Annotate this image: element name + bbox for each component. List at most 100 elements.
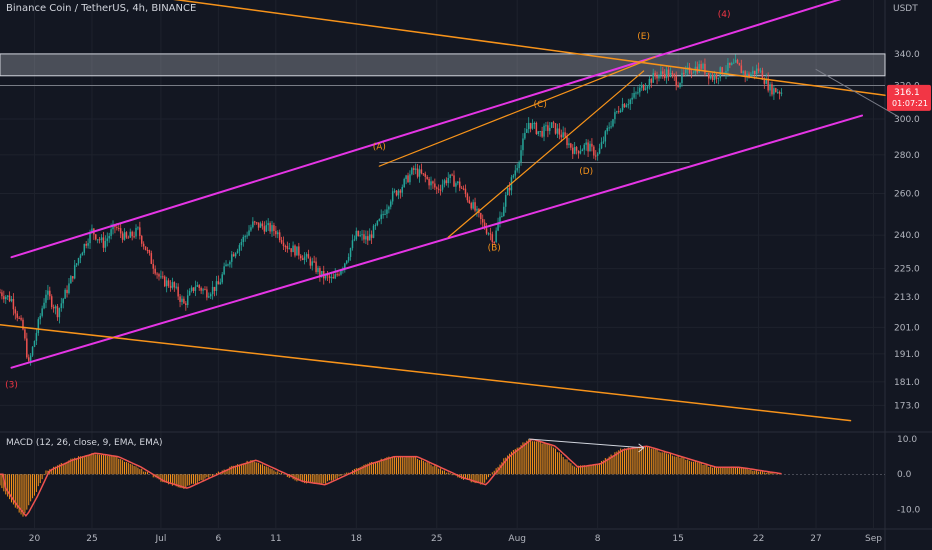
candle-body: [522, 138, 524, 151]
candle-body: [715, 74, 718, 79]
candle-body: [79, 255, 82, 259]
candle-body: [780, 92, 783, 94]
candle-body: [495, 230, 497, 243]
candle-body: [713, 74, 716, 81]
candle-body: [83, 244, 86, 253]
candle-body: [612, 119, 614, 127]
candle-body: [673, 74, 676, 77]
candle-body: [642, 84, 645, 90]
candle-body: [70, 276, 72, 284]
macd-tick-label: 0.0: [897, 470, 912, 480]
candle-body: [541, 131, 543, 137]
candle-body: [750, 73, 752, 77]
candle-body: [8, 295, 11, 302]
trendline-orange-a-e: [378, 56, 656, 167]
candle-body: [169, 285, 172, 288]
candle-body: [367, 236, 369, 241]
wave-label: (3): [5, 381, 18, 391]
candle-body: [767, 78, 769, 91]
candle-body: [432, 181, 434, 184]
candle-body: [271, 225, 273, 232]
candle-body: [378, 219, 381, 221]
candle-body: [466, 194, 469, 201]
candle-body: [704, 63, 706, 74]
candle-body: [424, 173, 427, 177]
candle-body: [585, 142, 587, 145]
candle-body: [27, 357, 30, 361]
candle-body: [127, 237, 130, 239]
candle-body: [340, 270, 342, 275]
candle-body: [349, 248, 352, 257]
candle-body: [581, 149, 584, 152]
candle-body: [186, 295, 189, 306]
candle-body: [154, 268, 156, 274]
candle-body: [462, 188, 465, 190]
candle-body: [437, 188, 440, 190]
candle-body: [112, 224, 114, 230]
time-tick-label: 11: [270, 534, 281, 544]
wave-label: (E): [637, 32, 650, 42]
candle-body: [229, 261, 231, 265]
candles: [0, 54, 783, 366]
candle-body: [487, 233, 490, 235]
last-price-badge: [887, 84, 931, 111]
candle-body: [209, 294, 212, 297]
candle-body: [160, 276, 162, 278]
candle-body: [363, 234, 365, 240]
candle-body: [403, 179, 405, 188]
candle-body: [748, 73, 750, 77]
trendline-orange-bottom-descending: [0, 324, 852, 422]
candle-body: [129, 231, 132, 238]
candle-body: [627, 104, 630, 106]
candle-body: [439, 189, 442, 191]
candle-body: [116, 227, 118, 229]
candle-body: [667, 69, 670, 77]
candle-body: [524, 132, 526, 139]
candle-body: [491, 234, 494, 243]
candle-body: [721, 67, 723, 75]
candle-body: [22, 319, 24, 330]
candle-body: [388, 206, 390, 210]
candle-body: [104, 240, 107, 248]
candle-body: [594, 155, 597, 157]
candle-body: [265, 225, 268, 232]
candle-body: [298, 246, 300, 256]
candle-body: [330, 276, 333, 279]
candle-body: [278, 232, 281, 241]
candle-body: [702, 63, 704, 69]
candle-body: [731, 63, 733, 66]
candle-body: [73, 265, 76, 279]
candle-body: [771, 84, 773, 95]
candle-body: [483, 222, 486, 229]
candle-body: [746, 73, 748, 77]
candle-body: [631, 97, 633, 100]
candle-body: [12, 298, 15, 310]
candle-body: [639, 87, 641, 93]
candle-body: [194, 286, 197, 291]
candle-body: [570, 143, 572, 148]
candle-body: [573, 146, 576, 154]
candle-body: [299, 255, 302, 259]
candle-body: [562, 132, 564, 138]
candle-body: [252, 221, 254, 228]
candle-body: [96, 239, 99, 241]
candle-body: [16, 313, 18, 318]
candle-body: [75, 263, 78, 266]
candle-body: [602, 141, 605, 143]
candle-body: [552, 122, 555, 124]
candle-body: [617, 111, 620, 113]
candle-body: [577, 150, 580, 154]
candle-body: [137, 227, 139, 229]
candle-body: [133, 236, 135, 238]
candle-body: [640, 84, 643, 88]
candle-body: [529, 122, 532, 129]
candle-body: [698, 64, 700, 73]
candle-body: [353, 239, 356, 241]
candle-body: [765, 78, 767, 84]
candle-body: [171, 282, 174, 288]
candle-body: [313, 261, 315, 263]
candle-body: [376, 220, 379, 225]
last-price-value: 316.1: [894, 88, 920, 98]
candle-body: [660, 71, 662, 75]
